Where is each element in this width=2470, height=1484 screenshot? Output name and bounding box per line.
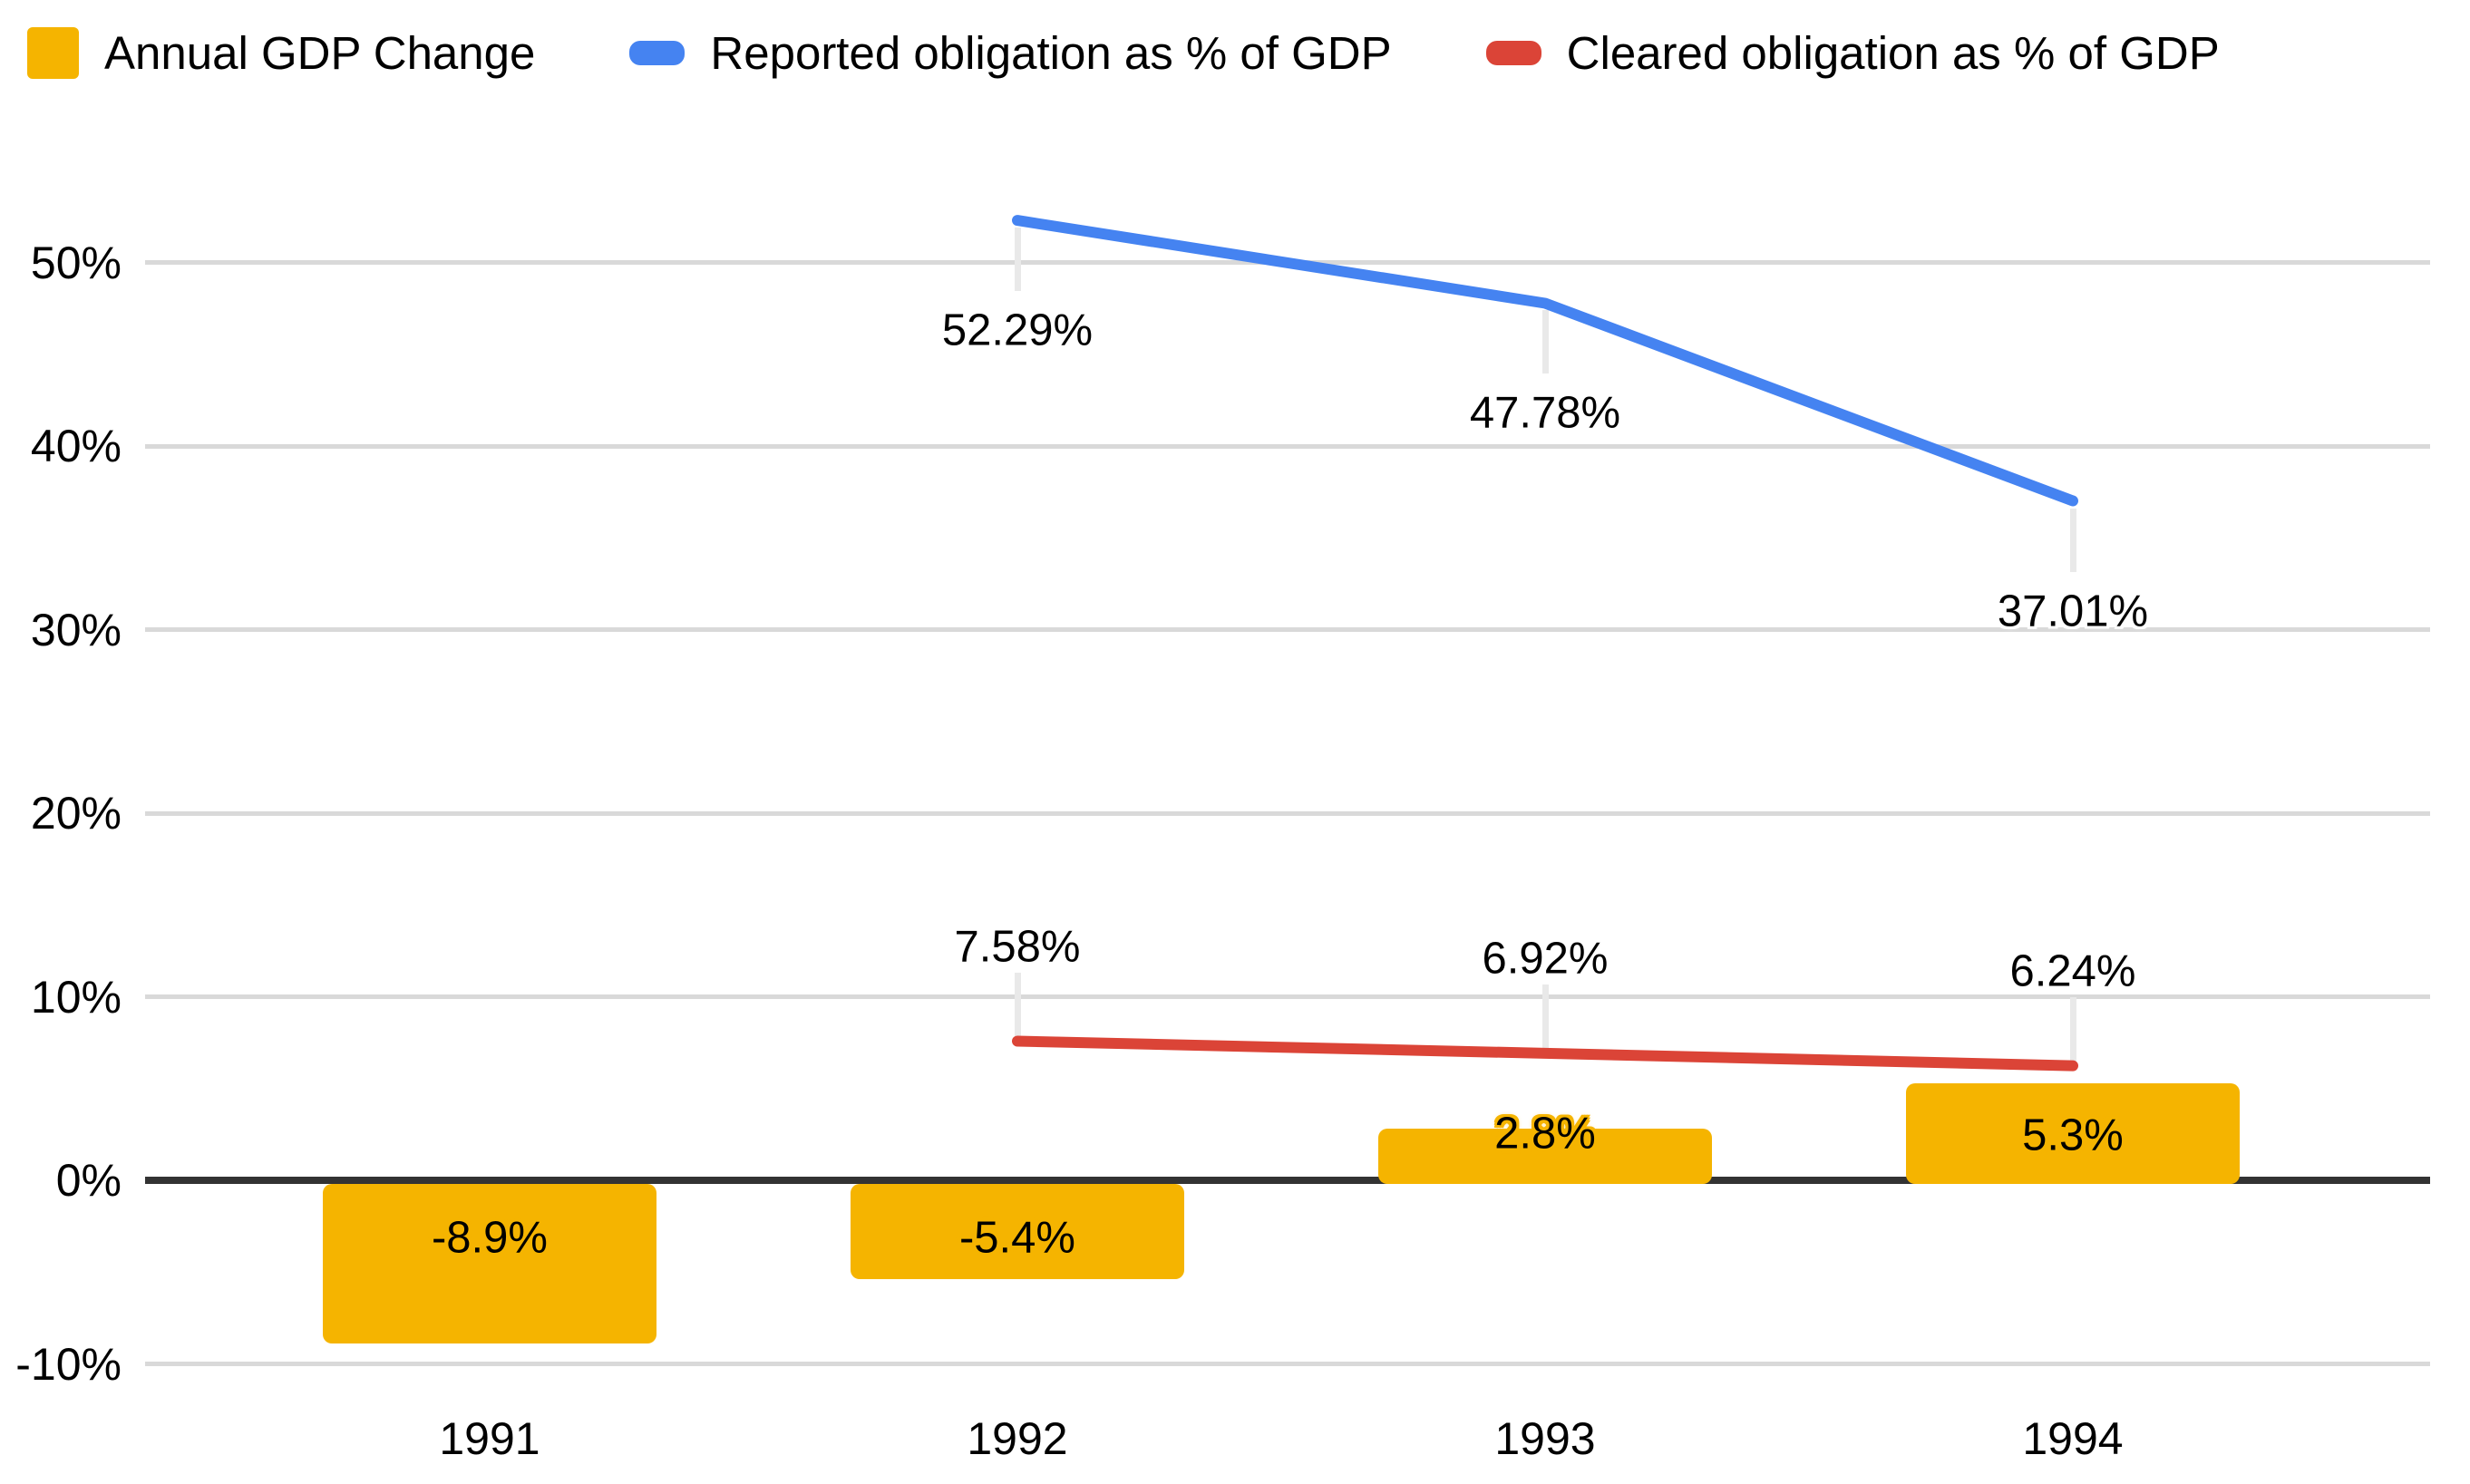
legend-item-cleared-obligation[interactable]: Cleared obligation as % of GDP <box>1485 26 2220 79</box>
legend-label: Annual GDP Change <box>104 26 536 79</box>
x-axis-label-1994: 1994 <box>2022 1413 2124 1464</box>
y-axis-tick-label: 20% <box>30 788 122 839</box>
bar-1992[interactable] <box>851 1184 1184 1280</box>
line-value-label: 6.24% <box>2009 946 2136 996</box>
line-value-label: 37.01% <box>1997 587 2149 636</box>
annotation-leader-line <box>2069 996 2076 1064</box>
y-axis-tick-label: 50% <box>30 237 122 288</box>
bar-1994[interactable] <box>1906 1082 2240 1184</box>
x-axis-line <box>145 1177 2430 1184</box>
gridline <box>145 810 2430 816</box>
bar-1991[interactable] <box>323 1184 656 1344</box>
bar-1993[interactable] <box>1378 1129 1712 1184</box>
legend-item-reported-obligation[interactable]: Reported obligation as % of GDP <box>629 26 1392 79</box>
annotation-leader-line <box>1014 972 1021 1040</box>
gridline <box>145 443 2430 449</box>
gridline <box>145 1362 2430 1366</box>
line-reported-obligation-as-of-gdp[interactable] <box>1012 215 2078 507</box>
bar-series-swatch-icon <box>27 26 79 79</box>
y-axis-tick-label: 0% <box>55 1155 122 1206</box>
line-value-label: 52.29% <box>941 306 1094 355</box>
legend-label: Reported obligation as % of GDP <box>710 26 1392 79</box>
line-cleared-obligation-as-of-gdp[interactable] <box>1012 1035 2078 1072</box>
line-value-label: 47.78% <box>1469 388 1621 438</box>
y-axis-tick-label: 30% <box>30 604 122 655</box>
line-value-label: 7.58% <box>954 922 1081 971</box>
legend-label: Cleared obligation as % of GDP <box>1566 26 2220 79</box>
y-axis-tick-label: 40% <box>30 421 122 471</box>
gridline <box>145 627 2430 632</box>
y-axis-tick-label: 10% <box>30 971 122 1023</box>
annotation-leader-line <box>1014 228 1021 292</box>
y-axis-tick-label: -10% <box>15 1338 122 1390</box>
bar-value-label: -8.9% <box>431 1213 549 1263</box>
annotation-leader-line <box>2069 508 2076 572</box>
chart-legend: Annual GDP Change Reported obligation as… <box>27 7 2220 98</box>
gridline <box>145 994 2430 999</box>
x-axis-label-1991: 1991 <box>439 1413 540 1464</box>
bar-value-label: 2.8% <box>1494 1109 1596 1159</box>
legend-item-annual-gdp-change[interactable]: Annual GDP Change <box>27 26 536 79</box>
bar-value-label: -5.4% <box>958 1213 1076 1263</box>
line-series-swatch-icon <box>1485 40 1541 65</box>
bar-value-label: 5.3% <box>2022 1111 2124 1160</box>
line-value-label: 6.92% <box>1482 934 1609 984</box>
annotation-leader-line <box>1541 984 1549 1052</box>
x-axis-label-1992: 1992 <box>967 1413 1068 1464</box>
x-axis-label-1993: 1993 <box>1494 1413 1596 1464</box>
annotation-leader-line <box>1541 310 1549 374</box>
line-series-swatch-icon <box>629 40 686 65</box>
